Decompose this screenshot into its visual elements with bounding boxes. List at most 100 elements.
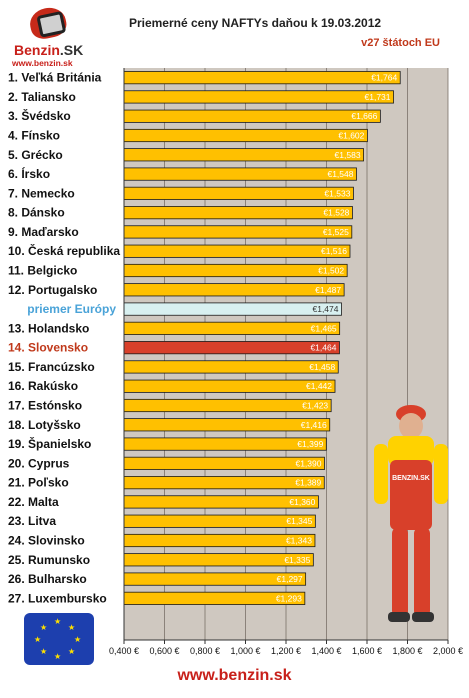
category-label: 4. Fínsko	[8, 129, 60, 143]
bar	[123, 398, 332, 413]
category-label: 20. Cyprus	[8, 456, 70, 470]
category-label: 21. Poľsko	[8, 476, 69, 490]
category-label: 24. Slovinsko	[8, 534, 85, 548]
bar	[123, 244, 351, 258]
category-label: 7. Nemecko	[8, 186, 75, 200]
category-label: 25. Rumunsko	[8, 553, 90, 567]
bar-value-label: €1,474	[312, 304, 338, 314]
x-tick-label: 1,400 €	[311, 646, 341, 656]
bar	[123, 360, 339, 374]
bar-value-label: €1,465	[311, 323, 337, 333]
bar	[123, 321, 341, 335]
bar-value-label: €1,516	[321, 246, 347, 256]
bar-value-label: €1,335	[284, 555, 310, 565]
category-label: 15. Francúzsko	[8, 360, 95, 374]
category-label: 18. Lotyšsko	[8, 418, 81, 432]
chart-title: Priemerné ceny NAFTYs daňou k 19.03.2012	[128, 16, 382, 30]
category-label: 12. Portugalsko	[8, 283, 97, 297]
gas-station-worker-image: BENZIN.SK	[374, 405, 448, 622]
x-tick-label: 1,800 €	[392, 646, 422, 656]
bar	[123, 225, 353, 239]
eu-flag-image: ★ ★ ★ ★ ★ ★ ★ ★	[24, 613, 94, 665]
bar-value-label: €1,731	[365, 92, 391, 102]
bar-value-label: €1,602	[338, 131, 364, 141]
bar	[123, 456, 325, 470]
bar-value-label: €1,533	[324, 188, 350, 198]
category-label: 3. Švédsko	[8, 108, 71, 123]
category-label: 26. Bulharsko	[8, 572, 87, 586]
logo-url: www.benzin.sk	[12, 58, 73, 68]
category-label: 10. Česká republika	[8, 243, 120, 258]
bar-value-label: €1,764	[371, 73, 397, 83]
category-label: 22. Malta	[8, 495, 59, 509]
category-label: 6. Írsko	[8, 166, 50, 181]
category-labels: 1. Veľká Británia 2. Taliansko 3. Švédsko 4…	[8, 71, 120, 606]
footer-url[interactable]: www.benzin.sk	[177, 667, 292, 684]
bar	[123, 283, 345, 297]
category-label: 14. Slovensko	[8, 341, 88, 355]
bar-value-label: €1,390	[295, 458, 321, 468]
bar-value-label: €1,548	[327, 169, 353, 179]
bar	[123, 263, 348, 278]
bar-value-label: €1,416	[301, 420, 327, 430]
x-tick-label: 1,000 €	[230, 646, 260, 656]
category-label: 8. Dánsko	[8, 206, 65, 220]
category-label: 5. Grécko	[8, 148, 63, 162]
chart-subtitle: v27 štátoch EU	[361, 37, 440, 49]
bar	[123, 109, 381, 123]
bar	[123, 167, 357, 181]
bar	[123, 71, 401, 85]
category-label: 17. Estónsko	[8, 399, 82, 413]
x-tick-label: 1,600 €	[352, 646, 382, 656]
bar-value-label: €1,502	[318, 266, 344, 276]
bar-value-label: €1,345	[286, 516, 312, 526]
bar-value-label: €1,666	[351, 111, 377, 121]
bar-value-label: €1,389	[295, 478, 321, 488]
bar-value-label: €1,458	[309, 362, 335, 372]
logo-brand: Benzin.SK	[14, 42, 84, 58]
x-axis: 0,400 € 0,600 € 0,800 € 1,000 € 1,200 € 1,400…	[109, 68, 463, 656]
bar-value-label: €1,464	[310, 343, 336, 353]
bar-value-label: €1,399	[297, 439, 323, 449]
bar	[123, 128, 368, 143]
category-label: 19. Španielsko	[8, 436, 91, 451]
svg-text:BENZIN.SK: BENZIN.SK	[392, 475, 430, 482]
category-label: 2. Taliansko	[8, 90, 76, 104]
bar-value-label: €1,360	[289, 497, 315, 507]
category-label: 1. Veľká Británia	[8, 71, 102, 85]
category-label: 13. Holandsko	[8, 321, 89, 335]
category-label: 9. Maďarsko	[8, 225, 79, 239]
bar	[123, 341, 340, 355]
bar	[123, 90, 394, 104]
category-label: 23. Litva	[8, 514, 56, 528]
category-label: priemer Európy	[27, 302, 116, 316]
category-label: 11. Belgicko	[8, 264, 77, 278]
bar-value-label: €1,343	[286, 536, 312, 546]
bar	[123, 186, 354, 200]
bar-value-label: €1,423	[302, 401, 328, 411]
benzin-logo[interactable]: Benzin.SK www.benzin.sk	[8, 4, 88, 68]
x-tick-label: 0,400 €	[109, 646, 139, 656]
x-tick-label: 1,200 €	[271, 646, 301, 656]
category-label: 27. Luxembursko	[8, 591, 107, 605]
bar-value-label: €1,525	[323, 227, 349, 237]
bar-value-label: €1,487	[315, 285, 341, 295]
bar	[123, 476, 325, 490]
bar	[123, 379, 336, 393]
x-tick-label: 0,800 €	[190, 646, 220, 656]
bar	[123, 437, 327, 451]
bar	[123, 206, 353, 220]
bar-group: €1,764 €1,731 €1,666 €1,602 €1,583 €1,548 €1,5…	[123, 71, 401, 605]
bar	[123, 302, 342, 316]
bar-value-label: €1,293	[276, 593, 302, 603]
bar-value-label: €1,583	[335, 150, 361, 160]
x-tick-label: 0,600 €	[149, 646, 179, 656]
bar	[123, 418, 331, 432]
bar-value-label: €1,528	[323, 208, 349, 218]
bar-value-label: €1,297	[277, 574, 303, 584]
bar-value-label: €1,442	[306, 381, 332, 391]
category-label: 16. Rakúsko	[8, 379, 78, 393]
bar	[123, 148, 364, 162]
x-tick-label: 2,000 €	[433, 646, 463, 656]
